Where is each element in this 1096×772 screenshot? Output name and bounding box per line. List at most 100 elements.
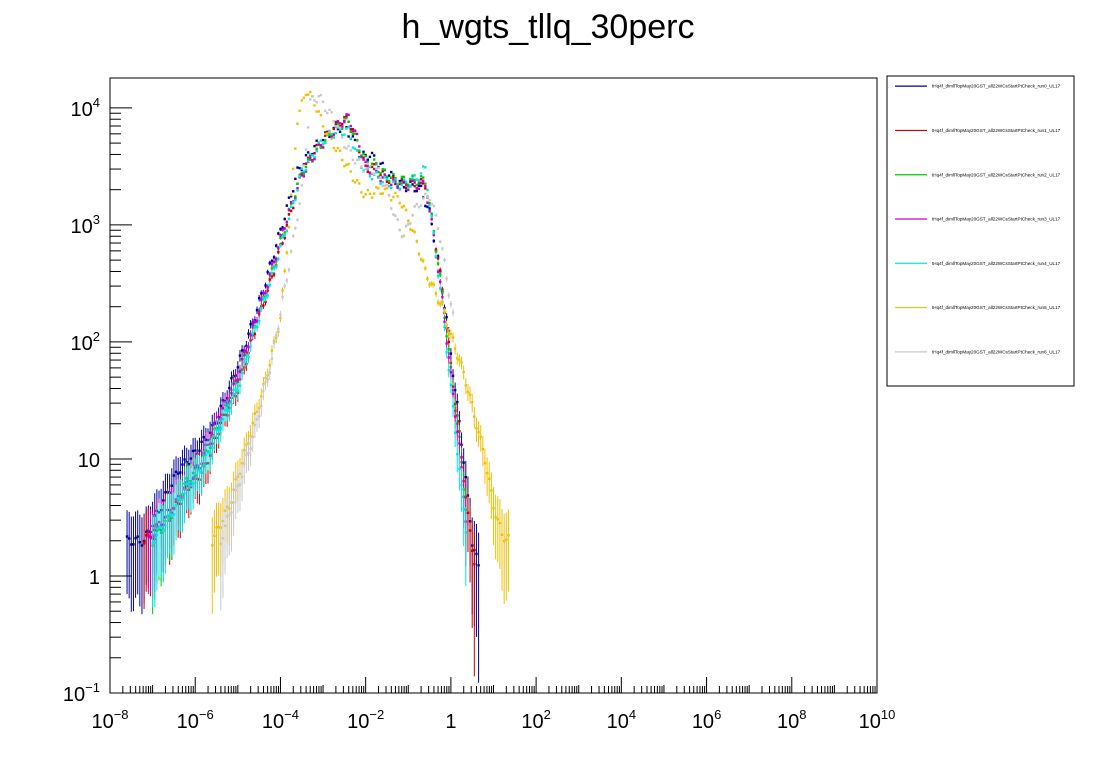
data-point xyxy=(179,471,182,474)
data-point xyxy=(294,177,297,181)
x-tick-label-exponent: 4 xyxy=(629,707,636,722)
data-point xyxy=(411,177,414,180)
data-point xyxy=(372,192,376,195)
data-point xyxy=(326,130,329,133)
data-point xyxy=(449,332,453,336)
data-point xyxy=(447,294,450,297)
data-point xyxy=(311,154,314,157)
data-point xyxy=(353,147,357,150)
x-tick-label-exponent: −8 xyxy=(114,707,129,722)
data-point xyxy=(411,229,414,232)
data-point xyxy=(319,146,323,149)
data-point xyxy=(345,116,348,120)
data-point xyxy=(424,166,427,169)
data-point xyxy=(456,430,459,434)
data-point xyxy=(375,162,378,166)
data-point xyxy=(326,133,329,137)
x-tick-label: 10−2 xyxy=(347,707,384,733)
data-point xyxy=(285,224,289,227)
data-point xyxy=(430,222,433,226)
data-point xyxy=(268,364,271,367)
data-point xyxy=(138,541,142,544)
data-point xyxy=(289,205,293,208)
data-point xyxy=(419,204,423,207)
data-point xyxy=(274,244,278,247)
data-point xyxy=(277,246,280,250)
data-point xyxy=(398,187,401,190)
data-point xyxy=(236,390,240,393)
data-point xyxy=(409,228,412,231)
data-point xyxy=(272,273,276,276)
data-point xyxy=(262,390,265,393)
data-point xyxy=(375,167,378,171)
data-point xyxy=(385,187,389,190)
data-point xyxy=(304,165,308,169)
data-point xyxy=(236,484,240,488)
data-point xyxy=(268,371,271,374)
data-point xyxy=(245,344,248,348)
data-point xyxy=(402,234,406,238)
data-point xyxy=(319,93,323,97)
data-point xyxy=(223,524,227,528)
y-tick-label-exponent: 2 xyxy=(93,329,100,344)
legend-label: tHq4f_dimllTopMay20GST_all22WCsStartPtCh… xyxy=(932,172,1061,177)
data-point xyxy=(238,370,242,373)
data-point xyxy=(419,172,423,175)
data-point xyxy=(411,174,414,177)
data-point xyxy=(419,181,423,184)
data-point xyxy=(379,182,382,186)
data-point xyxy=(445,315,448,319)
data-point xyxy=(470,401,474,404)
data-point xyxy=(396,218,399,221)
data-point xyxy=(381,168,384,171)
data-point xyxy=(479,435,482,438)
data-point xyxy=(360,165,363,168)
data-point xyxy=(298,173,301,176)
data-point xyxy=(404,186,408,190)
data-point xyxy=(500,533,504,536)
data-point xyxy=(164,524,167,527)
data-point xyxy=(413,205,416,208)
data-point xyxy=(439,280,442,283)
data-point xyxy=(264,284,267,287)
x-tick-label: 10−4 xyxy=(262,707,299,733)
data-point xyxy=(434,248,438,251)
data-point xyxy=(313,144,316,148)
data-point xyxy=(300,167,303,170)
x-tick-label-base: 10 xyxy=(177,711,199,733)
y-tick-label-exponent: 3 xyxy=(93,212,100,227)
data-point xyxy=(370,178,374,181)
data-point xyxy=(274,265,278,268)
data-point xyxy=(421,259,425,262)
data-point xyxy=(257,319,261,323)
x-tick-label-base: 10 xyxy=(777,711,799,733)
data-point xyxy=(304,170,308,173)
data-point xyxy=(385,180,389,183)
data-point xyxy=(464,384,468,387)
data-point xyxy=(304,153,308,157)
data-point xyxy=(285,229,289,233)
data-point xyxy=(436,274,440,278)
data-point xyxy=(289,250,293,253)
data-point xyxy=(264,300,267,304)
data-point xyxy=(287,268,291,272)
data-point xyxy=(292,167,295,171)
data-point xyxy=(447,356,450,359)
data-point xyxy=(424,204,427,208)
legend-label: tHq4f_dimllTopMay20GST_all22WCsStartPtCh… xyxy=(932,261,1061,266)
data-point xyxy=(234,379,237,382)
data-point xyxy=(174,470,178,474)
data-point xyxy=(419,258,423,261)
data-point xyxy=(434,250,438,253)
data-point xyxy=(285,204,289,207)
data-point xyxy=(400,206,404,209)
data-point xyxy=(270,357,274,360)
data-point xyxy=(166,515,169,518)
x-tick-label: 106 xyxy=(692,707,721,733)
data-point xyxy=(247,451,250,455)
data-point xyxy=(247,345,250,349)
data-point xyxy=(264,380,267,384)
data-point xyxy=(260,307,263,310)
data-point xyxy=(445,351,448,354)
data-point xyxy=(353,138,357,142)
